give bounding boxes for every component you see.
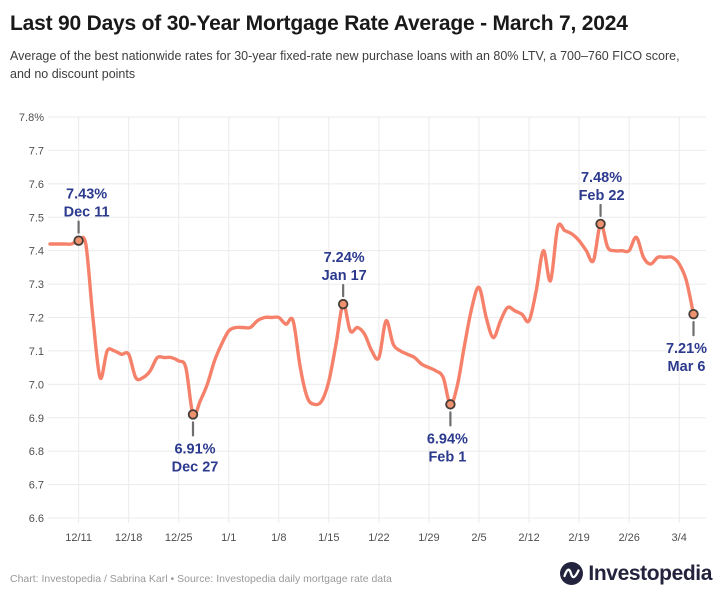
data-point-marker — [595, 218, 606, 230]
rate-line — [48, 222, 696, 418]
y-tick-label: 6.6 — [29, 513, 44, 525]
annotation-date: Dec 11 — [64, 205, 110, 221]
x-tick-label: 12/18 — [115, 532, 143, 544]
chart-subtitle: Average of the best nationwide rates for… — [10, 49, 680, 82]
y-tick-label: 7.5 — [29, 212, 44, 224]
y-tick-label: 7.7 — [29, 145, 44, 157]
y-tick-label: 7.1 — [29, 346, 44, 358]
chart-header: Last 90 Days of 30-Year Mortgage Rate Av… — [10, 12, 714, 83]
investopedia-logo: Investopedia — [559, 561, 712, 586]
page-title: Last 90 Days of 30-Year Mortgage Rate Av… — [10, 12, 628, 35]
x-tick-label: 2/5 — [471, 532, 486, 544]
rate-line-chart-svg: 7.8% 7.7 7.6 7.5 7.4 7.3 7.2 7.1 7.0 6.9 6.8 6.7 6.6… — [19, 112, 707, 544]
mortgage-rate-chart: 7.8% 7.7 7.6 7.5 7.4 7.3 7.2 7.1 7.0 6.9 6.8 6.7 6.6… — [0, 105, 720, 557]
annotation-rate: 6.94% — [427, 431, 468, 447]
annotation-date: Feb 22 — [579, 188, 625, 204]
annotation-rate: 7.24% — [324, 250, 365, 266]
y-tick-label: 7.8% — [19, 112, 44, 124]
x-tick-label: 2/26 — [618, 532, 639, 544]
y-tick-label: 7.0 — [29, 379, 44, 391]
investopedia-logo-text: Investopedia — [588, 561, 712, 585]
data-point-marker — [445, 399, 456, 410]
data-point-marker — [187, 409, 199, 420]
x-tick-label: 2/19 — [568, 532, 589, 544]
y-tick-label: 7.6 — [29, 179, 44, 191]
data-point-marker — [337, 298, 349, 310]
annotation-rate: 6.91% — [174, 441, 215, 457]
x-tick-label: 12/11 — [65, 532, 92, 544]
investopedia-logo-icon — [560, 562, 584, 585]
x-tick-label: 1/8 — [271, 532, 286, 544]
annotation-rate: 7.48% — [581, 170, 622, 186]
y-tick-label: 6.9 — [29, 413, 44, 425]
y-tick-label: 6.7 — [29, 480, 44, 492]
y-tick-label: 7.3 — [29, 279, 44, 291]
annotation-date: Mar 6 — [668, 359, 706, 375]
annotation-date: Feb 1 — [428, 449, 466, 465]
y-tick-label: 7.4 — [29, 246, 44, 258]
chart-credit: Chart: Investopedia / Sabrina Karl • Sou… — [10, 573, 392, 585]
x-tick-label: 1/1 — [221, 532, 236, 544]
y-tick-label: 7.2 — [29, 313, 44, 325]
y-tick-label: 6.8 — [29, 446, 44, 458]
annotation-rate: 7.43% — [66, 187, 107, 203]
x-tick-label: 2/12 — [518, 532, 539, 544]
x-tick-label: 12/25 — [165, 532, 193, 544]
x-tick-label: 1/22 — [368, 532, 389, 544]
x-tick-label: 3/4 — [672, 532, 687, 544]
annotation-date: Dec 27 — [172, 459, 219, 475]
x-tick-label: 1/15 — [318, 532, 339, 544]
data-point-marker — [688, 308, 699, 320]
x-tick-label: 1/29 — [418, 532, 439, 544]
annotation-rate: 7.21% — [666, 341, 707, 357]
data-point-marker — [73, 235, 84, 246]
annotation-date: Jan 17 — [322, 268, 367, 284]
